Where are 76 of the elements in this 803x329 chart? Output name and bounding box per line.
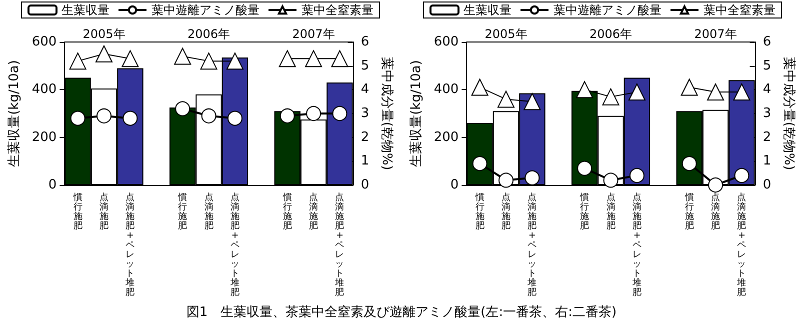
y-tick-label: 600: [434, 34, 459, 50]
y2-tick-label: 4: [762, 82, 772, 98]
x-tick-label: 慣行施肥: [684, 192, 694, 232]
point: [628, 84, 646, 101]
point: [603, 172, 618, 188]
point: [577, 160, 592, 176]
y2-axis-title: 葉中成分量(乾物%): [379, 56, 394, 170]
y2-tick-label: 3: [762, 106, 772, 121]
x-tick-label: 慣行施肥: [282, 192, 292, 232]
y2-tick-label: 4: [360, 82, 370, 98]
y-tick-label: 200: [32, 130, 57, 145]
y2-tick-label: 5: [360, 58, 370, 74]
text: 2006年: [590, 27, 632, 41]
point: [472, 156, 488, 172]
point: [498, 172, 514, 188]
y2-tick-label: 6: [360, 34, 370, 50]
x-tick-label: 点滴施肥: [204, 192, 214, 232]
x-tick-label: 慣行施肥: [474, 192, 484, 232]
y2-tick-label: 2: [762, 130, 772, 145]
y2-tick-label: 6: [762, 34, 772, 50]
y2-axis-title: 葉中成分量(乾物%): [781, 56, 796, 170]
y2-tick-label: 0: [762, 178, 772, 192]
x-tick-label: 点滴施肥: [502, 192, 510, 232]
legend-label: 葉中全窒素量: [302, 3, 374, 17]
x-tick-label: 慣行施肥: [177, 192, 188, 232]
point: [524, 170, 540, 186]
y2-tick-label: 1: [360, 154, 370, 169]
point: [280, 108, 295, 124]
y2-tick-label: 0: [360, 178, 370, 192]
point: [629, 168, 644, 183]
point: [682, 156, 697, 172]
text: 2005年: [82, 27, 126, 41]
category-label: 点滴施肥+ペレット堆肥: [126, 192, 135, 298]
text: 2007年: [292, 27, 335, 41]
x-tick-label: 点滴施肥: [100, 192, 108, 232]
point: [227, 110, 242, 126]
category-label: 点滴施肥+ペレット堆肥: [737, 192, 746, 298]
point: [226, 52, 244, 70]
category-label: 点滴施肥+ペレット堆肥: [632, 192, 642, 298]
text: 2005年: [484, 27, 528, 41]
y-axis-title: 生葉収量(kg/10a): [7, 60, 22, 167]
x-tick-label: 点滴施肥: [711, 192, 720, 232]
y-axis-title: 生葉収量(kg/10a): [409, 60, 424, 167]
text: 2006年: [188, 27, 230, 41]
point: [175, 101, 190, 116]
point: [122, 110, 138, 126]
y-tick-label: 600: [32, 34, 57, 50]
y-tick-label: 0: [48, 178, 57, 192]
legend-label: 葉中遊離アミノ酸量: [152, 3, 260, 17]
legend-label: 葉中全窒素量: [704, 3, 776, 17]
point: [332, 106, 348, 121]
legend-label: 生葉収量: [464, 3, 512, 17]
category-label: 点滴施肥+ペレット堆肥: [230, 192, 240, 298]
y2-tick-label: 3: [360, 106, 370, 121]
y-tick-label: 0: [450, 178, 459, 192]
caption: 図1 生葉収量、茶葉中全窒素及び遊離アミノ酸量(左:一番茶、右:二番茶): [185, 304, 618, 321]
point: [734, 168, 750, 183]
x-tick-label: 慣行施肥: [579, 192, 590, 232]
x-tick-label: 点滴施肥: [606, 192, 616, 232]
category-label: 点滴施肥+ペレット堆肥: [335, 192, 344, 298]
y-tick-label: 400: [32, 82, 57, 98]
y2-tick-label: 5: [762, 58, 772, 74]
point: [524, 93, 541, 110]
y-tick-label: 400: [434, 82, 459, 98]
point: [576, 81, 594, 98]
x-tick-label: 慣行施肥: [72, 192, 82, 232]
x-tick-label: 点滴施肥: [309, 192, 318, 232]
y-tick-label: 200: [434, 130, 459, 145]
legend-label: 葉中遊離アミノ酸量: [554, 3, 662, 17]
y2-tick-label: 1: [762, 154, 772, 169]
text: 2007年: [694, 27, 737, 41]
point: [733, 84, 750, 101]
legend-label: 生葉収量: [62, 3, 110, 17]
category-label: 点滴施肥+ペレット堆肥: [528, 192, 537, 298]
point: [70, 110, 86, 126]
y2-tick-label: 2: [360, 130, 370, 145]
